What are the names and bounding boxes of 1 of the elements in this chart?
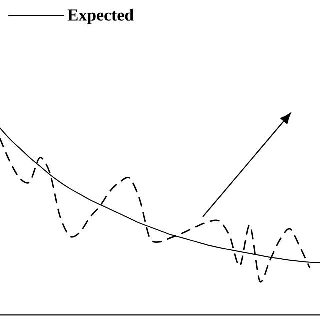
legend-label: Expected [68, 9, 134, 24]
